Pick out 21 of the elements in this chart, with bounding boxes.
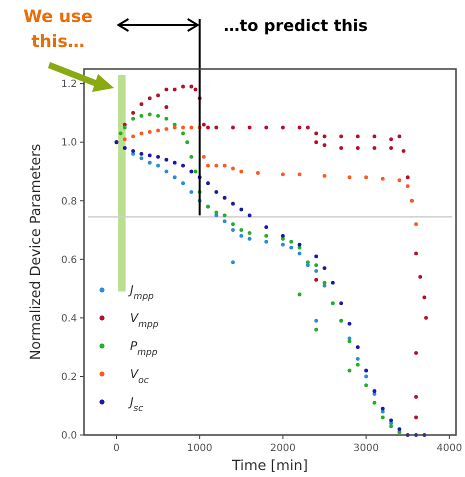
y-tick-label: 0.6 (61, 254, 77, 266)
text: We use this… (23, 7, 93, 52)
legend-label: P$_{mpp}$ (130, 339, 158, 358)
legend-label: J$_{sc}$ (128, 395, 144, 414)
y-tick-label: 1.2 (61, 79, 77, 90)
x-tick-label: 2000 (270, 443, 296, 454)
x-tick-label: 1000 (186, 443, 212, 454)
x-tick-label: 3000 (353, 443, 379, 454)
y-axis-title: Normalized Device Parameters (28, 144, 44, 360)
legend-label: J$_{mpp}$ (128, 283, 154, 302)
x-axis-title: Time [min] (230, 458, 308, 474)
legend-label: V$_{mpp}$ (130, 311, 159, 330)
x-tick-label: 0 (113, 443, 120, 454)
y-tick-label: 0.0 (61, 430, 77, 442)
y-tick-label: 0.8 (61, 196, 77, 208)
x-tick-label: 4000 (436, 443, 462, 454)
text: …to predict this (224, 16, 368, 35)
y-tick-label: 0.2 (61, 372, 77, 383)
y-tick-label: 0.4 (61, 313, 77, 324)
y-tick-label: 1.0 (61, 138, 77, 149)
legend-label: V$_{oc}$ (130, 367, 149, 386)
